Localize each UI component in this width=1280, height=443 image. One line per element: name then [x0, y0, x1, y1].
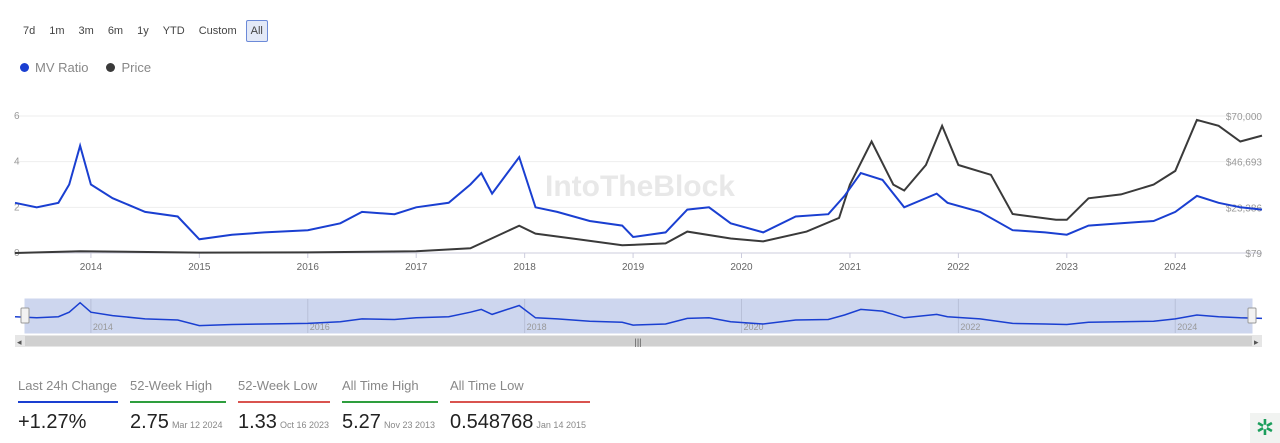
- stat-0: Last 24h Change +1.27%: [18, 378, 118, 434]
- y-right-tick: $79: [1245, 249, 1262, 260]
- stat-3: All Time High 5.27 Nov 23 2013: [342, 378, 438, 434]
- nav-tick-label: 2020: [744, 322, 764, 332]
- y-right-tick: $23,386: [1226, 203, 1263, 214]
- stat-date: Mar 12 2024: [171, 420, 223, 430]
- chart-legend: MV Ratio Price: [20, 60, 151, 75]
- mv-ratio-line: [14, 141, 1263, 241]
- stat-label: All Time High: [342, 378, 438, 403]
- x-tick-label: 2014: [80, 262, 103, 273]
- stat-value: 2.75 Mar 12 2024: [130, 411, 223, 433]
- range-7d[interactable]: 7d: [18, 20, 41, 42]
- nav-tick-label: 2022: [960, 322, 980, 332]
- stat-date: Oct 16 2023: [279, 420, 329, 430]
- range-custom[interactable]: Custom: [193, 20, 242, 42]
- nav-tick-label: 2016: [310, 322, 330, 332]
- y-right-tick: $46,693: [1226, 158, 1263, 169]
- legend-mv-ratio[interactable]: MV Ratio: [20, 60, 88, 75]
- price-line: [14, 118, 1263, 254]
- x-tick-label: 2016: [297, 262, 320, 273]
- x-tick-label: 2020: [730, 262, 753, 273]
- stat-value: 1.33 Oct 16 2023: [238, 411, 329, 433]
- stat-label: 52-Week Low: [238, 378, 330, 403]
- stat-label: Last 24h Change: [18, 378, 118, 403]
- legend-label: Price: [121, 60, 152, 75]
- y-left-tick: 2: [14, 202, 20, 213]
- range-1m[interactable]: 1m: [44, 20, 70, 42]
- legend-label: MV Ratio: [35, 60, 89, 75]
- navigator-line: [14, 301, 1263, 327]
- stats-row: Last 24h Change +1.27% 52-Week High 2.75 Mar…: [18, 378, 602, 434]
- scroll-right-arrow-icon[interactable]: ▸: [1254, 337, 1259, 347]
- x-tick-label: 2024: [1164, 262, 1187, 273]
- x-tick-label: 2015: [188, 262, 211, 273]
- range-1y[interactable]: 1y: [132, 20, 154, 42]
- stat-1: 52-Week High 2.75 Mar 12 2024: [130, 378, 226, 434]
- range-ytd[interactable]: YTD: [157, 20, 190, 42]
- nav-tick-label: 2018: [527, 322, 547, 332]
- stat-value: 5.27 Nov 23 2013: [342, 411, 435, 433]
- stat-2: 52-Week Low 1.33 Oct 16 2023: [238, 378, 330, 434]
- mv-dot-icon: [20, 63, 29, 72]
- scroll-left-arrow-icon[interactable]: ◂: [17, 337, 22, 347]
- navigator-handle[interactable]: [1247, 307, 1257, 324]
- scrollbar-thumb[interactable]: [25, 336, 1252, 346]
- watermark: IntoTheBlock: [545, 170, 735, 203]
- x-tick-label: 2017: [405, 262, 428, 273]
- price-dot-icon: [106, 63, 116, 72]
- nav-tick-label: 2024: [1177, 322, 1197, 332]
- scrollbar-grip-icon: |||: [634, 337, 641, 347]
- range-6m[interactable]: 6m: [102, 20, 129, 42]
- navigator-selection: [24, 298, 1253, 334]
- nav-tick-label: 2014: [93, 322, 113, 332]
- x-tick-label: 2018: [514, 262, 537, 273]
- range-all[interactable]: All: [245, 20, 268, 42]
- stat-4: All Time Low 0.548768 Jan 14 2015: [450, 378, 590, 434]
- range-selector: 7d 1m 3m 6m 1y YTD Custom All: [18, 20, 268, 42]
- x-tick-label: 2021: [839, 262, 862, 273]
- y-left-tick: 6: [14, 111, 20, 122]
- stat-label: 52-Week High: [130, 378, 226, 403]
- stat-date: Nov 23 2013: [383, 420, 435, 430]
- stat-value: 0.548768 Jan 14 2015: [450, 411, 586, 433]
- stat-label: All Time Low: [450, 378, 590, 403]
- x-tick-label: 2022: [947, 262, 970, 273]
- legend-price[interactable]: Price: [106, 60, 151, 75]
- x-tick-label: 2023: [1056, 262, 1079, 273]
- x-tick-label: 2019: [622, 262, 645, 273]
- range-3m[interactable]: 3m: [73, 20, 99, 42]
- stat-value: +1.27%: [18, 411, 87, 433]
- y-left-tick: 4: [14, 157, 20, 168]
- y-right-tick: $70,000: [1226, 112, 1263, 123]
- assistant-icon[interactable]: ✲: [1250, 413, 1280, 443]
- stat-date: Jan 14 2015: [536, 420, 586, 430]
- navigator-handle[interactable]: [20, 307, 30, 324]
